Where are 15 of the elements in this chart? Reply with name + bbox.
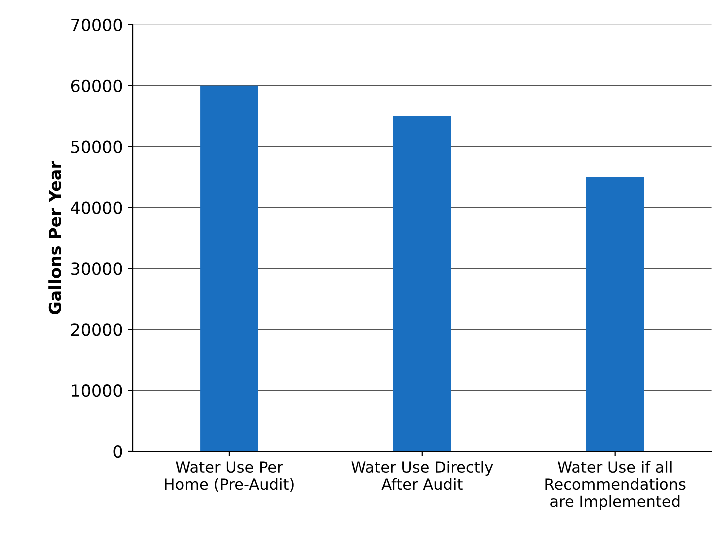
bar [586, 177, 644, 452]
y-tick-label: 30000 [72, 262, 122, 276]
y-tick-label: 0 [114, 445, 122, 458]
y-tick-label: 50000 [72, 140, 122, 154]
bar [200, 86, 258, 452]
y-tick-label: 20000 [71, 324, 122, 336]
x-tick-label: Water Use Directly After Audit [352, 461, 494, 490]
y-tick-label: 70000 [72, 18, 122, 32]
x-tick-label: Water Use if all Recommendations are Implemented [546, 461, 686, 510]
bar [393, 116, 452, 452]
y-tick-label: 60000 [71, 80, 122, 92]
y-tick-label: 40000 [71, 202, 122, 214]
y-axis-title: Gallons Per Year [48, 161, 62, 315]
x-tick-label: Water Use Per Home (Pre-Audit) [165, 462, 294, 492]
y-tick-label: 10000 [72, 384, 122, 398]
